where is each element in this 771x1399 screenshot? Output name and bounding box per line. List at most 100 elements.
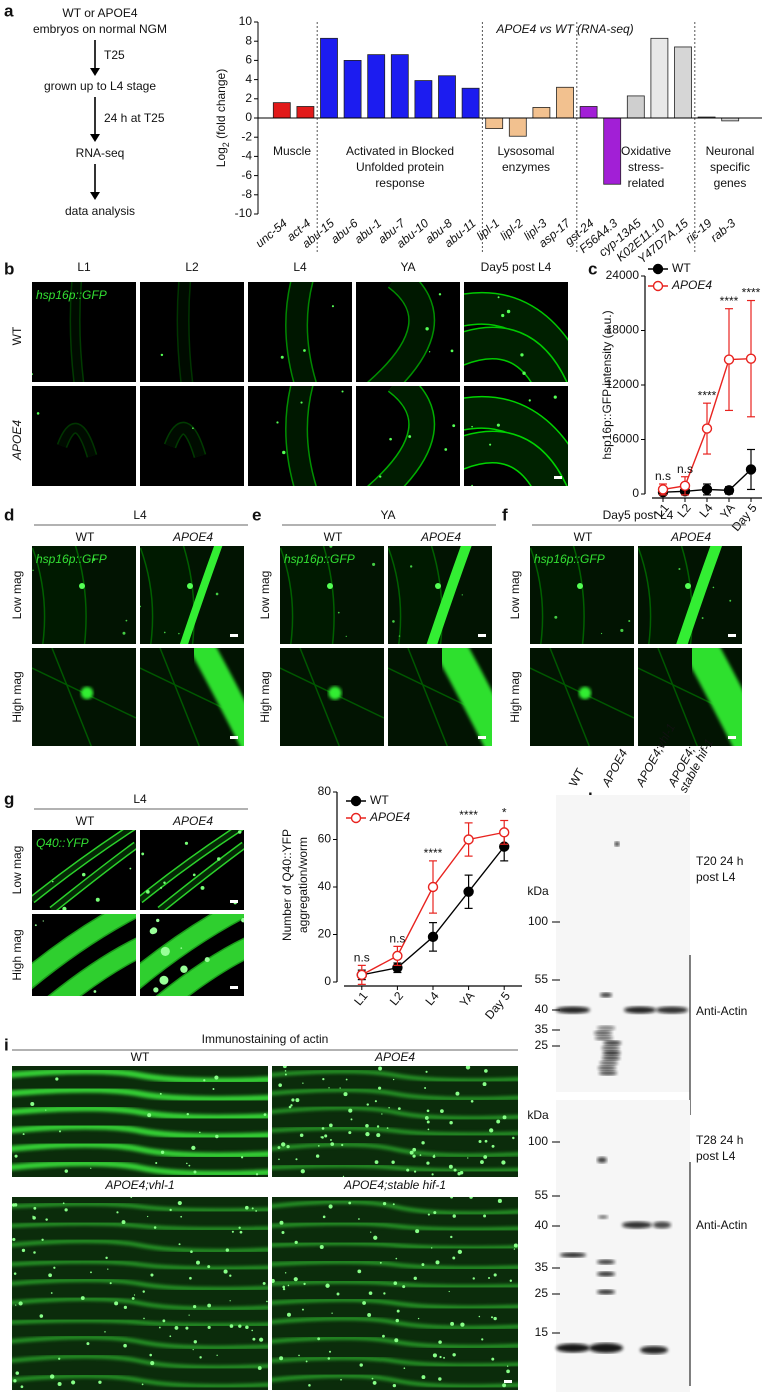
puncta [426, 1161, 430, 1165]
puncta [286, 1145, 290, 1149]
actin-fiber [272, 1069, 518, 1083]
puncta [427, 1128, 430, 1131]
puncta [163, 881, 166, 885]
flow-step: embryos on normal NGM [33, 22, 167, 36]
puncta [169, 1335, 172, 1338]
actin-fiber [272, 1316, 518, 1330]
puncta [22, 1133, 25, 1136]
y-tick-label: 80 [318, 784, 332, 798]
bar [367, 54, 386, 119]
puncta [471, 484, 473, 486]
puncta [95, 897, 100, 902]
puncta [18, 1301, 23, 1306]
puncta [398, 635, 401, 637]
puncta [317, 1337, 321, 1341]
puncta [225, 1248, 230, 1252]
puncta [406, 1168, 410, 1172]
puncta [435, 1260, 440, 1265]
puncta [180, 965, 188, 973]
puncta [396, 1309, 400, 1313]
bar [532, 107, 551, 119]
puncta [449, 1120, 453, 1125]
arrow-head [90, 134, 100, 142]
puncta [359, 1363, 363, 1367]
puncta [123, 1305, 127, 1309]
column-label: L1 [77, 260, 91, 274]
micrograph [32, 386, 136, 486]
y-tick-label: -6 [241, 168, 252, 182]
puncta [470, 1099, 474, 1103]
puncta [62, 906, 67, 910]
puncta [190, 1250, 193, 1254]
puncta [490, 1316, 494, 1319]
puncta [341, 390, 344, 393]
significance-label: n.s [389, 932, 405, 946]
puncta [59, 1130, 61, 1133]
puncta [186, 1112, 190, 1116]
actin-fiber [12, 1259, 268, 1271]
puncta [460, 1322, 465, 1327]
image-background [140, 830, 244, 910]
y-tick-label: -2 [241, 129, 252, 143]
puncta [214, 1075, 219, 1080]
blot-band [601, 1045, 620, 1051]
puncta [80, 1296, 85, 1300]
puncta [257, 1366, 262, 1370]
significance-label: * [502, 806, 507, 820]
fiber [159, 648, 201, 746]
gfp-stripe [676, 546, 723, 644]
puncta [397, 1107, 401, 1111]
puncta [64, 1169, 69, 1173]
puncta [178, 632, 180, 635]
puncta [295, 1158, 298, 1161]
puncta [45, 1218, 48, 1221]
column-label: Day5 post L4 [481, 260, 552, 274]
micrograph [140, 830, 244, 910]
puncta [461, 594, 463, 596]
puncta [57, 1381, 62, 1387]
blot-band [624, 1006, 656, 1014]
puncta [298, 1354, 300, 1357]
chart-title: APOE4 vs WT (RNA-seq) [495, 22, 633, 36]
blot-band [556, 1343, 590, 1353]
significance-label: **** [459, 808, 478, 822]
puncta [413, 1276, 417, 1280]
puncta [394, 1338, 399, 1343]
puncta [229, 1274, 232, 1277]
puncta [193, 1304, 197, 1309]
y-axis-label: aggregation/worm [296, 837, 310, 933]
puncta [379, 1261, 382, 1264]
bar [650, 37, 669, 119]
legend-label: WT [370, 793, 389, 807]
puncta [484, 1069, 488, 1073]
puncta [408, 435, 412, 438]
puncta [395, 1257, 398, 1260]
puncta [140, 605, 141, 608]
worm-body [531, 546, 584, 644]
point [745, 464, 757, 475]
puncta [34, 924, 37, 927]
puncta [357, 1269, 362, 1274]
gfp-cell [327, 583, 333, 589]
puncta [497, 1198, 502, 1204]
puncta [207, 1265, 211, 1269]
group-label: related [628, 176, 665, 190]
scale-bar [478, 634, 486, 637]
puncta [506, 309, 511, 314]
puncta [169, 1208, 172, 1212]
panel-letter: a [4, 1, 14, 20]
row-label: High mag [508, 671, 522, 722]
blot-band [594, 1030, 613, 1036]
puncta [294, 1240, 298, 1244]
puncta [620, 628, 624, 633]
puncta [282, 1066, 287, 1069]
blot-band [640, 1346, 668, 1354]
marker-label: 15 [535, 1325, 549, 1339]
worm-body [464, 328, 566, 382]
actin-fiber [12, 1318, 268, 1328]
y-tick-label: 18000 [606, 323, 640, 337]
reporter-label: hsp16p::GFP [36, 288, 107, 302]
gfp-band [189, 648, 244, 746]
puncta [287, 1284, 290, 1287]
point [723, 485, 735, 496]
